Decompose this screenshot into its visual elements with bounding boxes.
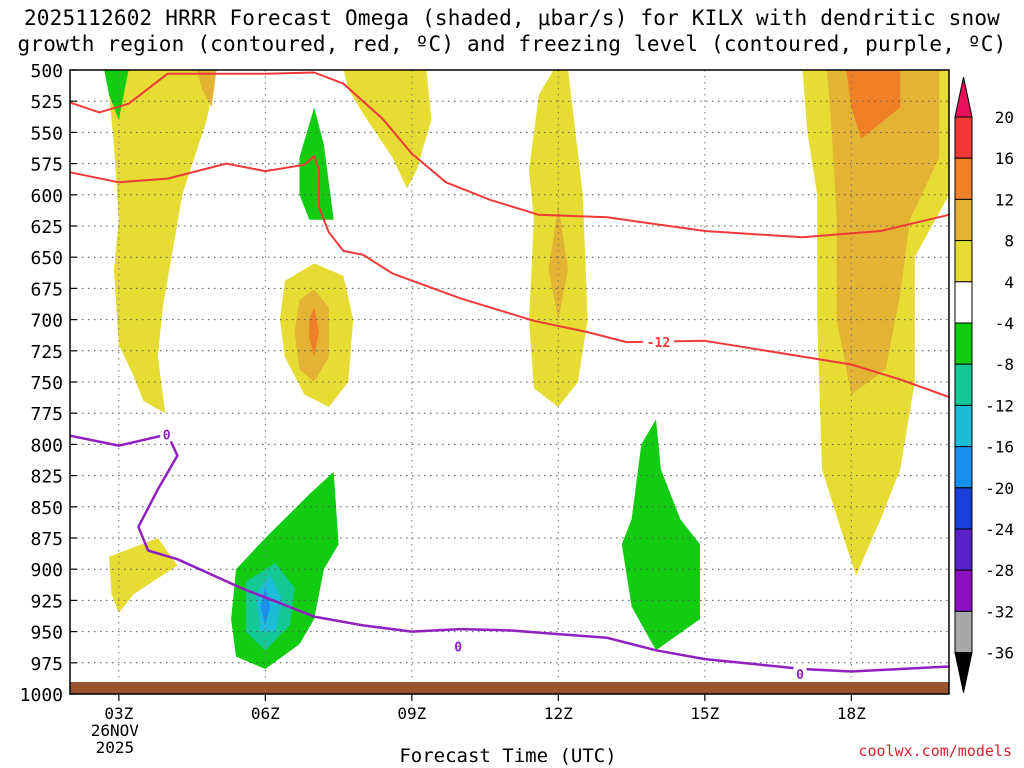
y-tick-label-875: 875 [30, 529, 63, 550]
ground-surface [70, 682, 949, 694]
colorbar-label-11: -28 [985, 561, 1014, 580]
y-tick-label-550: 550 [30, 123, 63, 144]
contour-label-3: 0 [796, 668, 804, 683]
colorbar-label-12: -32 [985, 602, 1014, 621]
omega-region-weak-rising-0304z [109, 70, 217, 414]
y-tick-label-725: 725 [30, 342, 63, 363]
chart-title-line-1: 2025112602 HRRR Forecast Omega (shaded, … [23, 6, 1001, 30]
contour-labels: -12 0 0 0 [160, 335, 807, 683]
x-tick-label-12Z: 12Z [544, 704, 573, 723]
y-tick-label-675: 675 [30, 279, 63, 300]
colorbar-label-6: -8 [995, 355, 1014, 374]
x-tick-label-09Z: 09Z [397, 704, 426, 723]
colorbar-swatch-3 [954, 198, 973, 242]
x-tick-label-15Z: 15Z [690, 704, 719, 723]
omega-colorbar: 20 16 12 8 4 -4 -8 -12 -16 -20 -24 -28 -32 -36 [954, 76, 1014, 693]
y-tick-label-525: 525 [30, 92, 63, 113]
omega-region-weak-sinking-06z [231, 471, 339, 669]
contour-label-bg-1 [160, 427, 174, 442]
x-tick-label-06Z: 06Z [251, 704, 280, 723]
temperature-contours [69, 71, 950, 673]
y-tick-label-800: 800 [30, 435, 63, 456]
omega-region-weak-rising-04z [197, 70, 217, 108]
x-tick-year-label: 2025 [96, 738, 135, 757]
colorbar-swatch-8 [954, 404, 973, 448]
omega-region-weak-rising-0710z [343, 70, 432, 189]
colorbar-label-9: -20 [985, 479, 1014, 498]
y-tick-label-700: 700 [30, 311, 63, 332]
contour-label-bg-2 [451, 639, 465, 654]
y-tick-label-625: 625 [30, 217, 63, 238]
y-tick-label-925: 925 [30, 591, 63, 612]
colorbar-swatch-10 [954, 487, 973, 530]
colorbar-label-4: 4 [1004, 273, 1014, 292]
chart-title-line-2: growth region (contoured, red, ºC) and f… [17, 32, 1007, 56]
colorbar-swatch-5 [954, 281, 973, 324]
y-tick-label-775: 775 [30, 404, 63, 425]
site-credit: coolwx.com/models [858, 742, 1012, 760]
contour-label-bg-3 [793, 667, 807, 682]
omega-region-weak-sinking-03z-top [104, 70, 129, 120]
x-axis-title: Forecast Time (UTC) [399, 745, 617, 767]
y-tick-label-575: 575 [30, 155, 63, 176]
contour-label-2: 0 [454, 641, 462, 656]
y-tick-label-850: 850 [30, 498, 63, 519]
colorbar-swatch-top-arrow [954, 76, 973, 118]
x-tick-label-03Z: 03Z [104, 704, 133, 723]
colorbar-label-1: 16 [995, 149, 1014, 168]
colorbar-swatch-9 [954, 446, 973, 489]
colorbar-label-10: -24 [985, 520, 1014, 539]
colorbar-swatch-13 [954, 610, 973, 654]
y-tick-label-750: 750 [30, 373, 63, 394]
omega-region-weak-sinking-14z [621, 419, 700, 651]
grid-lines [70, 70, 949, 694]
contour-label-1: 0 [163, 428, 171, 443]
colorbar-swatch-bottom-arrow [954, 652, 973, 693]
omega-shaded-regions [104, 70, 949, 669]
colorbar-label-7: -12 [985, 396, 1014, 415]
y-tick-label-825: 825 [30, 467, 63, 488]
contour-label-bg-0 [642, 335, 674, 350]
colorbar-label-5: -4 [995, 314, 1014, 333]
contour-label-0: -12 [647, 336, 670, 351]
y-tick-label-950: 950 [30, 623, 63, 644]
colorbar-label-0: 20 [995, 108, 1014, 127]
colorbar-swatch-12 [954, 569, 973, 612]
y-tick-label-650: 650 [30, 248, 63, 269]
dgz-upper-contour [69, 71, 950, 239]
colorbar-label-13: -36 [985, 644, 1014, 663]
colorbar-swatch-1 [954, 116, 973, 159]
dgz-lower-contour [69, 155, 950, 398]
freezing-level-contour [69, 433, 950, 673]
x-tick-date-label: 26NOV [91, 721, 140, 740]
y-tick-label-900: 900 [30, 560, 63, 581]
colorbar-swatch-11 [954, 528, 973, 571]
y-tick-label-600: 600 [30, 186, 63, 207]
omega-region-strong-rising-18z [846, 70, 901, 139]
colorbar-label-8: -16 [985, 438, 1014, 457]
y-tick-label-500: 500 [30, 61, 63, 82]
y-tick-label-975: 975 [30, 654, 63, 675]
omega-region-weak-rising-03z-low [109, 538, 178, 613]
colorbar-swatch-4 [954, 240, 973, 283]
y-tick-label-1000: 1000 [20, 685, 63, 706]
colorbar-swatch-2 [954, 157, 973, 200]
colorbar-label-3: 8 [1004, 232, 1014, 251]
omega-region-moderate-rising-18z [826, 70, 940, 395]
colorbar-label-2: 12 [995, 190, 1014, 209]
colorbar-swatch-6 [954, 322, 973, 365]
x-tick-label-18Z: 18Z [837, 704, 866, 723]
pressure-axis: 500 525 550 575 600 625 650 675 700 725 750 775 800 8… [20, 61, 77, 706]
colorbar-swatch-7 [954, 363, 973, 406]
